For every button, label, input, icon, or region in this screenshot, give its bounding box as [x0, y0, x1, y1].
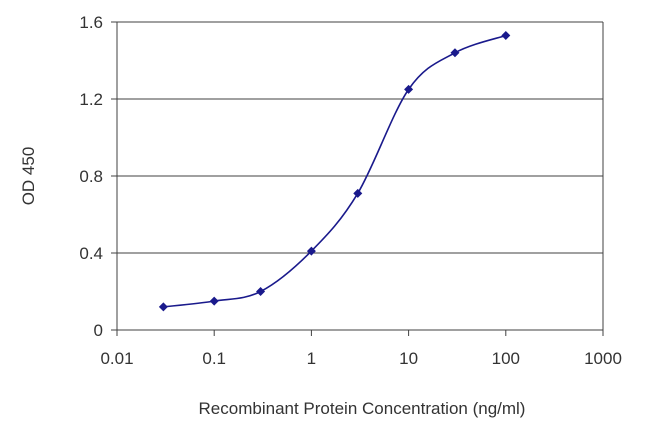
data-point-marker	[158, 302, 168, 312]
data-point-marker	[404, 84, 414, 94]
y-tick-label: 0.4	[79, 244, 103, 263]
x-tick-label: 100	[492, 349, 520, 368]
series-line	[163, 34, 507, 308]
y-tick-label: 1.2	[79, 90, 103, 109]
data-point-marker	[209, 296, 219, 306]
data-point-marker	[501, 30, 511, 40]
data-point-marker	[306, 246, 316, 256]
data-point-marker	[450, 48, 460, 58]
y-axis-ticks: 0 0.4 0.8 1.2 1.6	[79, 13, 117, 340]
x-tick-label: 1000	[584, 349, 622, 368]
data-point-marker	[353, 188, 363, 198]
x-tick-label: 0.01	[100, 349, 133, 368]
data-point-marker	[256, 287, 266, 296]
y-tick-label: 0	[94, 321, 103, 340]
y-tick-label: 0.8	[79, 167, 103, 186]
x-axis-ticks: 0.01 0.1 1 10 100 1000	[100, 330, 622, 368]
x-axis-label: Recombinant Protein Concentration (ng/ml…	[199, 399, 526, 418]
x-tick-label: 10	[399, 349, 418, 368]
series	[158, 30, 511, 312]
y-tick-label: 1.6	[79, 13, 103, 32]
y-axis-label: OD 450	[19, 147, 38, 206]
grid-lines	[117, 21, 603, 254]
x-tick-label: 0.1	[202, 349, 226, 368]
x-tick-label: 1	[307, 349, 316, 368]
